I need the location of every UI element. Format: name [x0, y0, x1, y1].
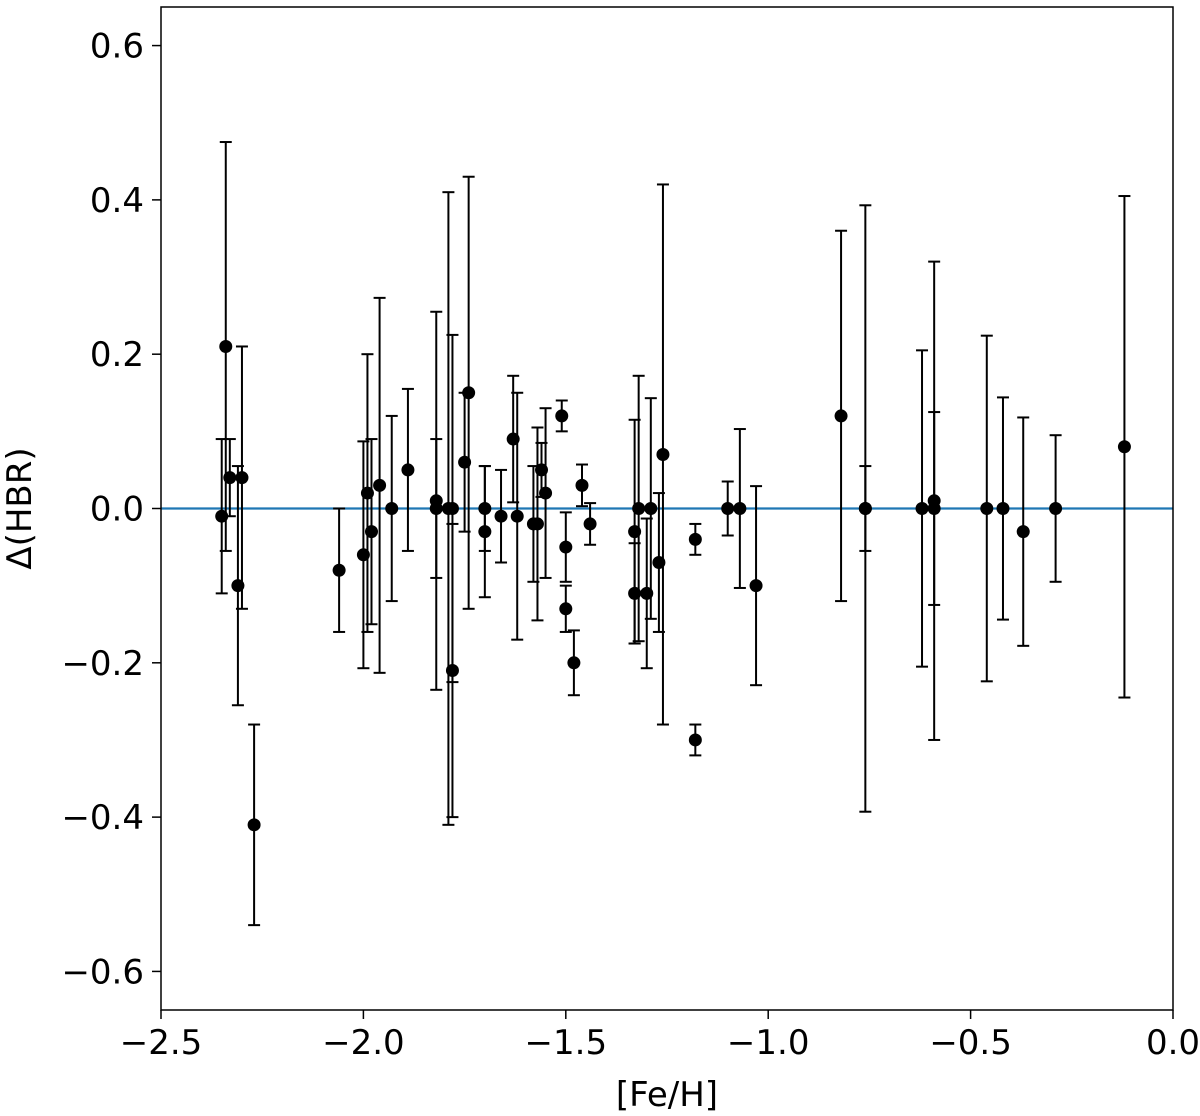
data-point — [915, 502, 929, 515]
data-point-group — [445, 333, 459, 684]
data-point — [494, 509, 508, 523]
data-point-group — [559, 584, 573, 633]
data-point-group — [567, 629, 581, 697]
data-point — [462, 386, 476, 400]
data-point-group — [235, 345, 249, 610]
data-point-group — [688, 723, 702, 757]
data-point-group — [583, 502, 597, 546]
data-point — [530, 517, 544, 531]
data-point-group — [462, 175, 476, 610]
y-axis-label: Δ(HBR) — [0, 447, 40, 569]
x-axis-label: [Fe/H] — [616, 1075, 718, 1115]
data-point — [567, 656, 581, 670]
data-point — [385, 502, 399, 515]
data-point-group — [555, 399, 569, 433]
data-point-group — [219, 141, 233, 552]
data-point-group — [996, 396, 1010, 621]
data-point-group — [575, 463, 589, 508]
data-point — [656, 447, 670, 461]
data-point-group — [733, 428, 747, 589]
data-point — [1016, 525, 1030, 539]
data-point — [583, 517, 597, 531]
data-point — [223, 471, 237, 485]
y-tick-label: 0.0 — [90, 490, 144, 530]
data-point-group — [1049, 434, 1063, 583]
data-point-group — [332, 507, 346, 633]
data-point — [539, 486, 553, 500]
data-point — [332, 563, 346, 577]
x-tick-label: −2.5 — [120, 1023, 203, 1063]
data-point — [559, 602, 573, 616]
data-point — [733, 502, 747, 515]
data-point — [644, 502, 658, 515]
data-point-group — [644, 397, 658, 620]
data-point — [373, 478, 387, 492]
data-point — [510, 509, 524, 523]
data-point-group — [223, 438, 237, 518]
y-tick-label: 0.2 — [90, 335, 144, 375]
data-point-group — [656, 183, 670, 726]
data-point — [858, 502, 872, 515]
data-point-group — [980, 334, 994, 683]
data-point-group — [510, 391, 524, 641]
x-tick-label: −2.0 — [322, 1023, 405, 1063]
data-point — [575, 478, 589, 492]
y-tick-label: 0.4 — [90, 181, 144, 221]
data-point-group — [721, 480, 735, 537]
data-point-group — [530, 426, 544, 622]
x-tick-label: −1.0 — [727, 1023, 810, 1063]
data-point — [980, 502, 994, 515]
data-point-group — [401, 387, 415, 552]
y-tick-label: 0.6 — [90, 27, 144, 67]
data-point-group — [478, 465, 492, 599]
data-point — [632, 502, 646, 515]
data-point — [478, 525, 492, 539]
data-point-group — [858, 465, 872, 552]
data-point — [445, 502, 459, 515]
data-point-group — [494, 468, 508, 564]
data-point — [429, 502, 443, 515]
data-point — [219, 339, 233, 353]
y-tick-label: −0.4 — [61, 798, 144, 838]
data-point — [235, 471, 249, 485]
data-point — [927, 502, 941, 515]
data-point — [1049, 502, 1063, 515]
y-tick-label: −0.6 — [61, 952, 144, 992]
x-tick-label: −0.5 — [929, 1023, 1012, 1063]
data-point — [555, 409, 569, 423]
data-point-group — [385, 414, 399, 603]
data-point-group — [749, 485, 763, 687]
x-tick-label: 0.0 — [1146, 1023, 1200, 1063]
data-point-group — [1016, 416, 1030, 647]
data-point — [364, 525, 378, 539]
y-axis: −0.6 −0.4 −0.2 0.0 0.2 0.4 0.6 — [61, 27, 161, 992]
data-point-group — [429, 438, 443, 579]
data-point — [688, 532, 702, 546]
x-axis: −2.5 −2.0 −1.5 −1.0 −0.5 0.0 — [120, 1010, 1200, 1063]
data-point-group — [915, 349, 929, 668]
data-point — [1117, 440, 1131, 454]
data-point-group — [1117, 195, 1131, 699]
data-point-group — [927, 411, 941, 606]
y-tick-label: −0.2 — [61, 644, 144, 684]
data-point — [401, 463, 415, 477]
plot-content — [161, 141, 1173, 927]
data-point — [721, 502, 735, 515]
data-point-group — [247, 723, 261, 927]
data-point — [559, 540, 573, 554]
data-point — [247, 818, 261, 832]
data-point — [834, 409, 848, 423]
data-point-group — [632, 374, 646, 643]
data-point-group — [688, 522, 702, 556]
x-tick-label: −1.5 — [525, 1023, 608, 1063]
data-point-group — [559, 511, 573, 583]
data-point-group — [539, 407, 553, 579]
data-point-group — [364, 438, 378, 626]
data-point-group — [373, 296, 387, 674]
data-point-group — [834, 229, 848, 603]
data-point — [996, 502, 1010, 515]
data-point — [688, 733, 702, 747]
data-point — [749, 579, 763, 593]
